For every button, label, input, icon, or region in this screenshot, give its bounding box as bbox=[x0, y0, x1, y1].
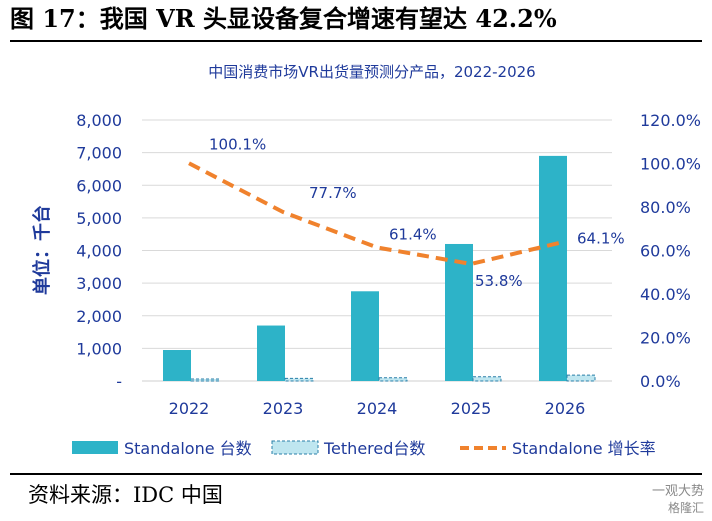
x-tick-label: 2025 bbox=[451, 399, 492, 418]
growth-data-label: 53.8% bbox=[475, 272, 523, 290]
y-tick-label: 4,000 bbox=[76, 242, 122, 261]
vr-shipment-chart: 中国消费市场VR出货量预测分产品，2022-2026 - 1,000 2,000 3,0… bbox=[31, 63, 701, 458]
watermark-line2: 格隆汇 bbox=[667, 501, 704, 515]
legend-swatch-tethered bbox=[271, 440, 319, 455]
x-tick-label: 2023 bbox=[263, 399, 304, 418]
legend-label-tethered: Tethered台数 bbox=[323, 439, 425, 458]
x-tick-label: 2022 bbox=[169, 399, 210, 418]
growth-data-label: 77.7% bbox=[309, 184, 357, 202]
y-axis-title: 单位：千台 bbox=[31, 205, 53, 295]
standalone-bar bbox=[163, 350, 191, 381]
source-note: 资料来源：IDC 中国 bbox=[28, 483, 223, 507]
y-tick-label: 6,000 bbox=[76, 176, 122, 195]
y2-tick-label: 20.0% bbox=[640, 329, 691, 348]
standalone-bar bbox=[257, 325, 285, 381]
y-tick-label: 7,000 bbox=[76, 144, 122, 163]
y2-tick-label: 60.0% bbox=[640, 242, 691, 261]
growth-data-label: 61.4% bbox=[389, 225, 437, 243]
y2-tick-label: 40.0% bbox=[640, 285, 691, 304]
watermark-line1: 一观大势 bbox=[651, 484, 704, 499]
legend-label-standalone: Standalone 台数 bbox=[124, 439, 252, 458]
y-tick-label: 2,000 bbox=[76, 307, 122, 326]
legend-label-growth: Standalone 增长率 bbox=[512, 439, 656, 458]
tethered-bar bbox=[284, 377, 314, 382]
y2-tick-label: 120.0% bbox=[640, 111, 701, 130]
y-tick-label: 8,000 bbox=[76, 111, 122, 130]
x-tick-label: 2026 bbox=[545, 399, 586, 418]
growth-data-label: 64.1% bbox=[577, 230, 625, 248]
x-tick-label: 2024 bbox=[357, 399, 398, 418]
standalone-bar bbox=[351, 291, 379, 381]
standalone-bar bbox=[445, 243, 473, 381]
y-tick-label: 3,000 bbox=[76, 274, 122, 293]
tethered-bar bbox=[472, 376, 502, 382]
figure-title: 图 17：我国 VR 头显设备复合增速有望达 42.2% bbox=[10, 4, 557, 33]
y2-tick-label: 100.0% bbox=[640, 155, 701, 174]
y-tick-label: - bbox=[116, 372, 122, 391]
legend-swatch-standalone bbox=[72, 441, 118, 454]
watermark: 一观大势 格隆汇 bbox=[652, 484, 704, 516]
tethered-bar bbox=[566, 374, 596, 382]
tethered-bar bbox=[190, 378, 220, 382]
y-tick-label: 1,000 bbox=[76, 339, 122, 358]
top-rule bbox=[10, 40, 702, 42]
standalone-bar bbox=[539, 155, 567, 381]
growth-rate-line bbox=[188, 161, 566, 266]
y-tick-label: 5,000 bbox=[76, 209, 122, 228]
y2-tick-label: 80.0% bbox=[640, 198, 691, 217]
y2-tick-label: 0.0% bbox=[640, 372, 681, 391]
tethered-bar bbox=[378, 377, 408, 382]
growth-data-label: 100.1% bbox=[209, 135, 266, 153]
bottom-rule bbox=[10, 473, 702, 475]
chart-title: 中国消费市场VR出货量预测分产品，2022-2026 bbox=[208, 63, 535, 81]
